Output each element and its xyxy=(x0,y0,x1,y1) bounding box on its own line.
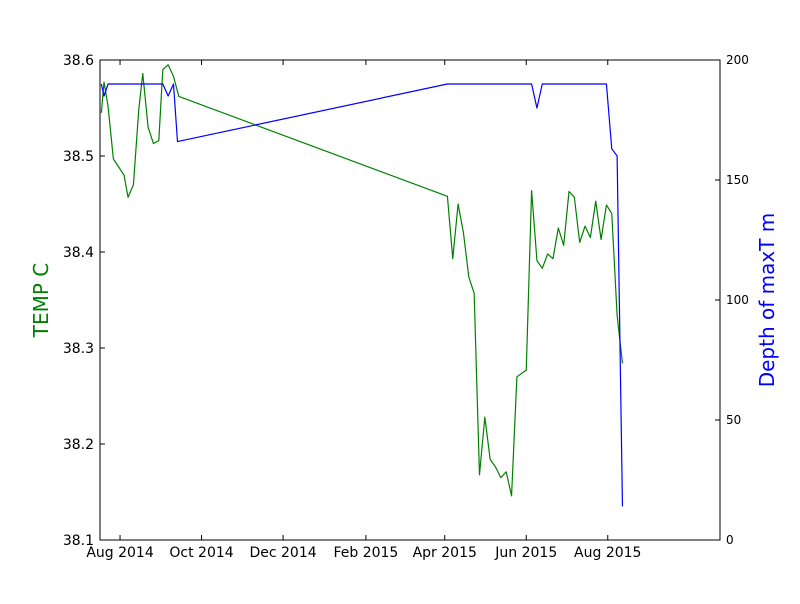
x-tick-label: Apr 2015 xyxy=(413,545,477,561)
x-tick-label: Dec 2014 xyxy=(249,545,316,561)
x-tick-label: Aug 2014 xyxy=(86,545,154,561)
y-axis-right-label: Depth of maxT m xyxy=(755,213,779,388)
y-right-tick-label: 0 xyxy=(726,533,734,547)
y-left-tick-label: 38.2 xyxy=(63,437,94,453)
y-left-tick-label: 38.5 xyxy=(63,149,94,165)
x-tick-label: Jun 2015 xyxy=(494,545,557,561)
axes-layer: Aug 2014 Oct 2014 Dec 2014 Feb 2015 Apr 2015… xyxy=(63,53,749,561)
y-left-tick-label: 38.6 xyxy=(63,53,94,69)
temp-series-line xyxy=(100,64,624,497)
x-tick-label: Aug 2015 xyxy=(574,545,641,561)
y-right-tick-label: 150 xyxy=(726,173,749,187)
y-right-tick-label: 100 xyxy=(726,293,749,307)
y-left-tick-label: 38.1 xyxy=(63,533,94,549)
y-right-tick-label: 200 xyxy=(726,53,749,67)
x-tick-label: Feb 2015 xyxy=(333,545,398,561)
series-layer xyxy=(100,64,624,507)
y-left-tick-label: 38.3 xyxy=(63,341,94,357)
y-right-tick-label: 50 xyxy=(726,413,741,427)
y-left-tick-label: 38.4 xyxy=(63,245,94,261)
x-tick-label: Oct 2014 xyxy=(169,545,233,561)
y-axis-left-label: TEMP C xyxy=(29,263,53,339)
depth-series-line xyxy=(100,83,624,507)
